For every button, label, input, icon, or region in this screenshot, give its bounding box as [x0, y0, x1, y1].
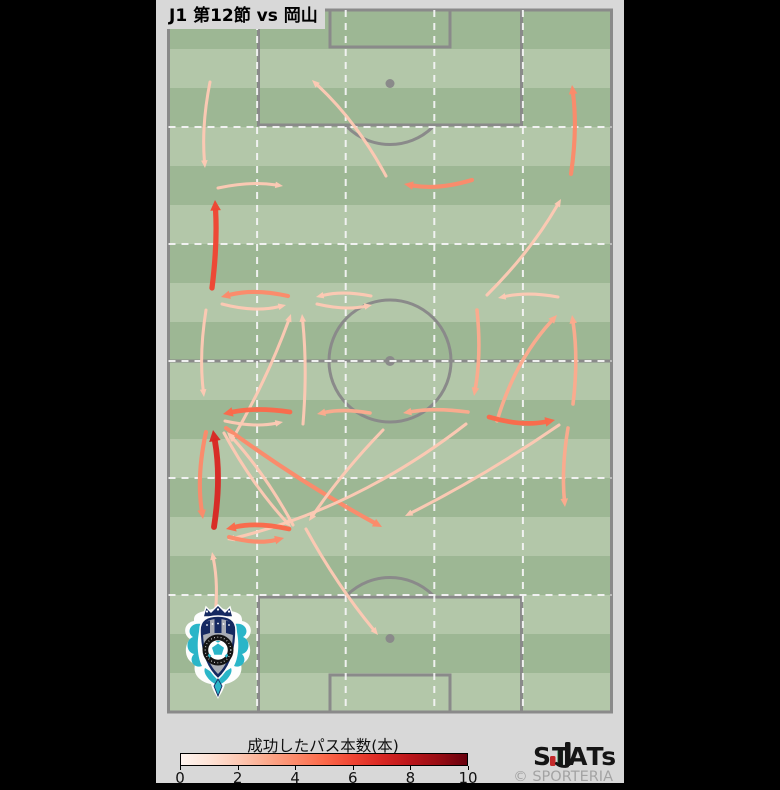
pass-arrow: [220, 302, 286, 311]
match-title: J1 第12節 vs 岡山: [162, 4, 325, 30]
pass-arrow: [315, 302, 372, 310]
pass-arrow: [403, 407, 470, 416]
pass-arrow: [209, 200, 221, 291]
colorbar-tick-label: 6: [348, 769, 358, 787]
pass-arrow: [312, 80, 388, 178]
colorbar-tick-mark: [180, 766, 181, 770]
pass-arrow: [404, 177, 475, 190]
colorbar-tick-mark: [468, 766, 469, 770]
colorbar-tick-label: 0: [175, 769, 185, 787]
colorbar-label: 成功したパス本数(本): [247, 737, 399, 755]
colorbar-tick-label: 10: [458, 769, 478, 787]
pass-arrow: [569, 315, 578, 406]
pass-arrow: [223, 407, 293, 417]
pass-arrow: [568, 85, 578, 177]
zone-grid: [168, 10, 612, 712]
colorbar-tick-label: 8: [405, 769, 416, 787]
colorbar-tick-mark: [410, 766, 412, 770]
stats-logo-text: STATs: [533, 742, 618, 771]
colorbar-gradient: [180, 753, 468, 766]
pass-arrow: [221, 289, 291, 299]
pass-arrow: [299, 314, 307, 426]
pass-arrow: [317, 408, 372, 417]
pass-arrow: [471, 308, 481, 396]
pass-arrow: [226, 522, 292, 532]
pass-arrows: [197, 80, 578, 635]
pass-arrow: [223, 425, 382, 527]
colorbar-tick-mark: [237, 766, 239, 770]
pass-arrow: [227, 432, 295, 527]
colorbar-tick-label: 2: [232, 769, 243, 787]
pass-arrow: [485, 199, 561, 297]
pitch-field: [168, 10, 612, 713]
pass-arrow: [498, 292, 560, 300]
pass-arrow: [304, 527, 378, 635]
pass-arrow: [201, 80, 212, 168]
colorbar-tick-label: 4: [290, 769, 300, 787]
pass-arrow: [495, 315, 557, 423]
pass-arrow: [560, 426, 570, 507]
stats-logo-icon: [550, 742, 571, 768]
colorbar-tick-mark: [352, 766, 354, 770]
pass-arrow: [209, 430, 221, 530]
colorbar-tick-mark: [295, 766, 297, 770]
pass-arrow: [230, 314, 292, 442]
pass-arrow: [486, 414, 555, 427]
pass-arrow: [405, 423, 561, 516]
pass-arrow: [316, 291, 373, 299]
pass-arrow: [226, 534, 284, 545]
sporteria-copyright: © SPORTERIA: [513, 769, 613, 785]
pass-arrow: [197, 429, 209, 519]
pass-arrow: [223, 419, 283, 427]
pass-arrow: [199, 308, 208, 397]
pass-arrow: [216, 181, 283, 190]
club-crest-icon: [185, 604, 251, 699]
